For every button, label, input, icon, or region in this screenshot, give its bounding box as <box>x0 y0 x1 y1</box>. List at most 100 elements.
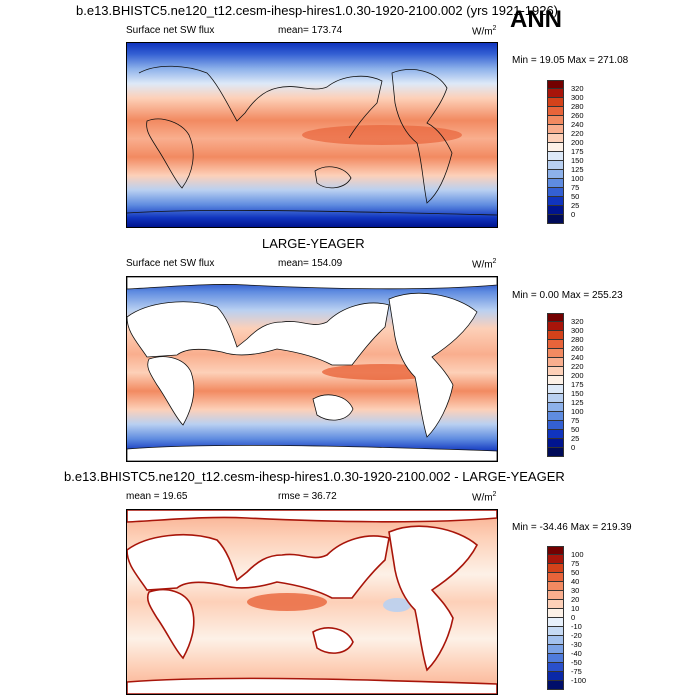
panel1-units: W/m2 <box>472 25 496 37</box>
colorbar-tick-label: 25 <box>571 201 580 210</box>
panel3-land-americas <box>388 525 478 672</box>
colorbar-tick-label: 280 <box>571 102 584 111</box>
colorbar-swatch <box>547 170 564 179</box>
colorbar-swatch <box>547 179 564 188</box>
colorbar-swatch <box>547 394 564 403</box>
colorbar-swatch <box>547 358 564 367</box>
colorbar-swatch <box>547 439 564 448</box>
colorbar-swatch <box>547 80 564 89</box>
colorbar-tick-label: 280 <box>571 335 584 344</box>
colorbar-tick-label: -10 <box>571 622 582 631</box>
colorbar-swatch <box>547 582 564 591</box>
colorbar-swatch <box>547 672 564 681</box>
panel3-minmax: Min = -34.46 Max = 219.39 <box>512 522 632 533</box>
colorbar-swatch <box>547 188 564 197</box>
colorbar-swatch <box>547 197 564 206</box>
colorbar-swatch <box>547 98 564 107</box>
colorbar-tick-label: -100 <box>571 676 587 685</box>
colorbar-tick-label: 175 <box>571 380 584 389</box>
panel1-colorbar-ticks: 320 300 280 260 240 220 200 175 150 125 100 75 50 25 0 <box>571 80 611 224</box>
panel2-mean-label: mean= 154.09 <box>278 258 343 269</box>
panel2-land-australia <box>312 394 354 421</box>
panel3-colorbar <box>547 546 564 690</box>
panel3-land <box>127 510 497 694</box>
colorbar-swatch <box>547 430 564 439</box>
colorbar-swatch <box>547 134 564 143</box>
colorbar-tick-label: 100 <box>571 550 584 559</box>
panel2-units-base: W/m <box>472 259 493 271</box>
panel2-land-eurasia <box>127 301 390 366</box>
colorbar-swatch <box>547 385 564 394</box>
colorbar-swatch <box>547 116 564 125</box>
panel3-units-base: W/m <box>472 492 493 504</box>
colorbar-swatch <box>547 376 564 385</box>
colorbar-tick-label: 25 <box>571 434 580 443</box>
colorbar-swatch <box>547 645 564 654</box>
colorbar-tick-label: -30 <box>571 640 582 649</box>
colorbar-tick-label: 150 <box>571 389 584 398</box>
panel1-colorbar <box>547 80 564 224</box>
colorbar-tick-label: 30 <box>571 586 580 595</box>
panel2-land-arctic <box>127 277 497 290</box>
colorbar-tick-label: 40 <box>571 577 580 586</box>
colorbar-tick-label: 200 <box>571 371 584 380</box>
colorbar-tick-label: 125 <box>571 398 584 407</box>
colorbar-tick-label: 240 <box>571 120 584 129</box>
colorbar-swatch <box>547 161 564 170</box>
panel3-land-australia <box>312 627 354 654</box>
colorbar-tick-label: 0 <box>571 613 576 622</box>
panel2-units-exp: 2 <box>492 258 497 265</box>
colorbar-swatch <box>547 89 564 98</box>
colorbar-swatch <box>547 421 564 430</box>
panel2-units: W/m2 <box>472 258 496 270</box>
panel2-variable-label: Surface net SW flux <box>126 258 215 269</box>
panel3-title: b.e13.BHISTC5.ne120_t12.cesm-ihesp-hires… <box>64 469 565 484</box>
colorbar-swatch <box>547 681 564 690</box>
colorbar-tick-label: 240 <box>571 353 584 362</box>
colorbar-swatch <box>547 591 564 600</box>
colorbar-swatch <box>547 564 564 573</box>
panel3-land-eurasia <box>127 534 390 599</box>
panel2-colorbar <box>547 313 564 457</box>
panel1-coastlines <box>127 65 497 216</box>
panel3-colorbar-ticks: 100 75 50 40 30 20 10 0 -10 -20 -30 -40 -50 -75 -100 <box>571 546 611 690</box>
panel1-coast-africa <box>146 118 194 189</box>
colorbar-tick-label: 220 <box>571 362 584 371</box>
colorbar-swatch <box>547 125 564 134</box>
colorbar-tick-label: 175 <box>571 147 584 156</box>
panel1-minmax: Min = 19.05 Max = 271.08 <box>512 55 629 66</box>
panel3-land-africa <box>146 588 195 660</box>
colorbar-tick-label: 125 <box>571 165 584 174</box>
colorbar-tick-label: 10 <box>571 604 580 613</box>
panel2-land-americas <box>388 292 478 438</box>
panel1-map <box>126 42 498 228</box>
colorbar-tick-label: -50 <box>571 658 582 667</box>
panel2-land-antarctica <box>127 444 497 461</box>
colorbar-swatch <box>547 663 564 672</box>
colorbar-tick-label: 300 <box>571 326 584 335</box>
colorbar-tick-label: -40 <box>571 649 582 658</box>
colorbar-tick-label: 320 <box>571 84 584 93</box>
colorbar-swatch <box>547 618 564 627</box>
panel1-coast-americas <box>391 69 453 204</box>
colorbar-swatch <box>547 107 564 116</box>
colorbar-swatch <box>547 546 564 555</box>
panel1-coast-eurasia <box>138 65 383 139</box>
colorbar-tick-label: 50 <box>571 568 580 577</box>
panel3-units-exp: 2 <box>492 491 497 498</box>
colorbar-tick-label: 50 <box>571 425 580 434</box>
colorbar-swatch <box>547 340 564 349</box>
colorbar-tick-label: 0 <box>571 210 576 219</box>
panel3-rmse-label: rmse = 36.72 <box>278 491 337 502</box>
colorbar-tick-label: 75 <box>571 416 580 425</box>
colorbar-tick-label: 320 <box>571 317 584 326</box>
panel2-colorbar-ticks: 320 300 280 260 240 220 200 175 150 125 100 75 50 25 0 <box>571 313 611 457</box>
colorbar-tick-label: -75 <box>571 667 582 676</box>
colorbar-tick-label: 200 <box>571 138 584 147</box>
panel1-variable-label: Surface net SW flux <box>126 25 215 36</box>
panel3-coolspot <box>383 598 411 612</box>
colorbar-tick-label: 0 <box>571 443 576 452</box>
colorbar-tick-label: 75 <box>571 183 580 192</box>
colorbar-tick-label: 100 <box>571 174 584 183</box>
colorbar-tick-label: 220 <box>571 129 584 138</box>
